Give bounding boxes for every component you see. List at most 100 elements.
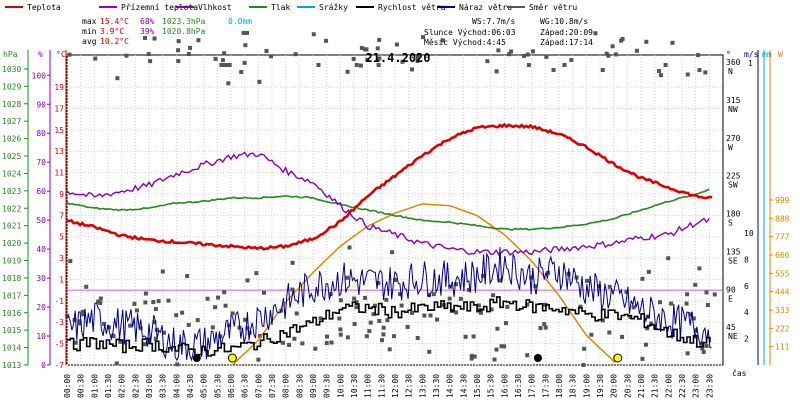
wind-direction-point — [264, 49, 269, 54]
wind-direction-point — [509, 49, 514, 54]
wind-direction-point — [359, 45, 364, 50]
wind-direction-point — [146, 52, 151, 57]
x-tick-label: 00:30 — [77, 374, 86, 398]
wind-direction-point — [338, 332, 343, 337]
x-tick-label: 18:00 — [555, 374, 564, 398]
legend-label: Rychlost větru — [378, 3, 446, 12]
wind-direction-point — [578, 304, 583, 309]
hpa-tick-label: 1020 — [2, 239, 21, 248]
wind-direction-point — [543, 325, 548, 330]
wind-direction-point — [375, 46, 380, 51]
celsius-tick-label: 9 — [59, 190, 64, 199]
x-tick-label: 17:30 — [541, 374, 550, 398]
pct-tick-label: 60 — [36, 187, 46, 196]
wind-direction-point — [691, 316, 696, 321]
x-tick-label: 21:00 — [637, 374, 646, 398]
wind-direction-point — [379, 338, 384, 343]
compass-direction-label: SW — [728, 181, 738, 190]
hpa-tick-label: 1015 — [2, 326, 21, 335]
wind-direction-point — [589, 332, 594, 337]
wind-direction-point — [376, 281, 381, 286]
wind-direction-point — [469, 353, 474, 358]
stats-panel: max 15.4°C 68% 1023.3hPa 0.0mm min 3.9°C 39% 102… — [82, 17, 593, 47]
pressure-line — [66, 188, 710, 231]
degree-tick-label: 180 — [726, 210, 741, 219]
celsius-tick-label: 1 — [59, 275, 64, 284]
w-tick-label: 111 — [775, 343, 790, 352]
wind-direction-point — [600, 318, 605, 323]
wind-direction-point — [345, 335, 350, 340]
sunrise-sunset-marker — [227, 353, 237, 363]
wind-direction-point — [223, 303, 228, 308]
ms-axis-unit: m/s — [744, 50, 759, 59]
wind-direction-point — [354, 300, 359, 305]
wind-direction-point — [241, 30, 246, 35]
hpa-tick-label: 1026 — [2, 135, 21, 144]
wind-direction-point — [290, 260, 295, 265]
wind-direction-point — [645, 326, 650, 331]
stats-pressure: 1023.3hPa — [162, 17, 206, 26]
hpa-tick-label: 1029 — [2, 82, 21, 91]
wind-direction-point — [213, 56, 218, 61]
hpa-tick-label: 1019 — [2, 257, 21, 266]
pct-tick-label: 0 — [41, 361, 46, 370]
x-tick-label: 16:30 — [514, 374, 523, 398]
wind-direction-point — [496, 48, 501, 53]
wind-direction-point — [705, 303, 710, 308]
wind-direction-point — [463, 334, 468, 339]
wind-direction-point — [132, 301, 137, 306]
wind-direction-point — [613, 52, 618, 57]
wind-direction-point — [697, 266, 702, 271]
wind-direction-point — [338, 298, 343, 303]
wind-direction-point — [422, 313, 427, 318]
wind-direction-point — [368, 320, 373, 325]
x-tick-label: 22:00 — [664, 374, 673, 398]
wind-direction-point — [354, 63, 359, 67]
wind-direction-point — [185, 274, 190, 279]
wind-direction-point — [128, 323, 133, 328]
wind-direction-point — [409, 67, 414, 72]
x-tick-label: 15:00 — [473, 374, 482, 398]
pct-axis-unit: % — [38, 50, 43, 59]
x-tick-label: 14:30 — [459, 374, 468, 398]
wind-direction-point — [646, 269, 651, 274]
wind-direction-point — [658, 300, 663, 305]
wind-direction-point — [458, 296, 463, 301]
wind-direction-point — [84, 284, 89, 289]
celsius-tick-label: 3 — [59, 254, 64, 263]
stats-row-label: max — [82, 17, 97, 26]
wind-direction-point — [230, 311, 235, 316]
wind-direction-point — [102, 321, 107, 326]
wind-direction-point — [607, 330, 612, 335]
wind-direction-point — [347, 245, 352, 250]
wind-direction-point — [529, 275, 534, 280]
x-tick-label: 03:30 — [159, 374, 168, 398]
x-tick-label: 06:00 — [227, 374, 236, 398]
degree-tick-label: 360 — [726, 58, 741, 67]
hpa-tick-label: 1018 — [2, 274, 21, 283]
wind-direction-point — [143, 35, 148, 40]
wind-direction-point — [280, 340, 285, 345]
wind-direction-point — [364, 334, 369, 339]
wind-direction-point — [114, 361, 119, 366]
wind-direction-point — [244, 30, 249, 35]
x-tick-label: 13:00 — [418, 374, 427, 398]
wind-direction-point — [542, 322, 547, 327]
wind-direction-point — [697, 68, 702, 73]
x-tick-label: 07:30 — [268, 374, 277, 398]
wind-direction-point — [290, 287, 295, 292]
x-tick-label: 04:30 — [186, 374, 195, 398]
celsius-tick-label: 7 — [59, 211, 64, 220]
celsius-tick-label: 13 — [54, 147, 64, 156]
wind-direction-point — [385, 318, 390, 323]
wind-direction-point — [400, 59, 405, 64]
stats-temperature: 15.4°C — [100, 17, 129, 26]
hpa-tick-label: 1030 — [2, 65, 21, 74]
wind-direction-point — [582, 346, 587, 351]
wind-direction-point — [372, 303, 377, 308]
wind-direction-point — [316, 63, 321, 67]
w-tick-label: 666 — [775, 251, 790, 260]
wind-direction-point — [703, 70, 708, 75]
wind-direction-point — [337, 316, 342, 321]
ms-tick-label: 8 — [744, 255, 749, 264]
